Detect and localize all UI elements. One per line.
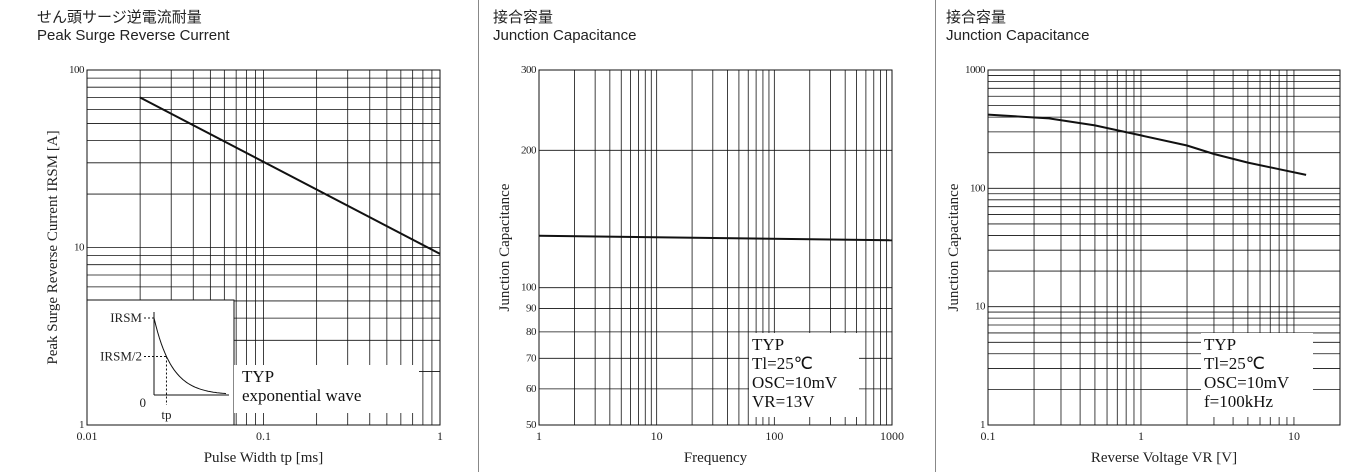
panel-divider [478,0,479,472]
inset-box [86,299,235,426]
panel-peak-surge: せん頭サージ逆電流耐量 Peak Surge Reverse Current 0… [0,0,470,472]
panel-title-jp: 接合容量 [946,9,1007,26]
y-tick-label: 80 [526,326,537,338]
panel-title-jp: せん頭サージ逆電流耐量 [37,9,202,26]
x-tick-label: 0.1 [981,429,996,443]
inset-decay-curve [153,317,227,395]
x-tick-label: 10 [651,429,663,443]
chart-peak-surge: 0.01 0.1 1 1 10 100 Pulse Width tp [ms] Peak Su… [45,64,443,466]
annotation-box [234,365,419,413]
x-axis-label: Reverse Voltage VR [V] [1091,450,1237,466]
annotation-line: exponential wave [242,386,361,405]
series-line [139,96,441,255]
y-tick-label: 1 [980,419,985,431]
x-tick-label: 1000 [880,429,904,443]
x-axis-label: Pulse Width tp [ms] [204,450,324,466]
y-tick-label: 1000 [965,64,986,76]
annotation-line: TYP [1204,335,1236,354]
panel-junction-voltage: 接合容量 Junction Capacitance 0.1 1 10 1 10 100 10… [936,0,1366,472]
x-tick-label: 0.1 [256,429,271,443]
x-tick-label: 1 [437,429,443,443]
inset-label-tp: tp [161,407,171,422]
y-axis-label: Peak Surge Reverse Current IRSM [A] [45,130,61,364]
panel-title-en: Junction Capacitance [493,27,637,44]
y-tick-label: 100 [970,182,986,194]
plot-frame [538,69,893,426]
panel-title-en: Peak Surge Reverse Current [37,27,230,44]
panel-divider [935,0,936,472]
y-tick-label: 100 [521,282,537,294]
y-axis-label: Junction Capacitance [946,183,962,311]
annotation-line: f=100kHz [1204,392,1274,411]
plot-frame [987,69,1341,426]
annotation-line: TYP [242,367,274,386]
annotation-line: Tl=25℃ [752,354,813,373]
x-tick-label: 10 [1288,429,1300,443]
series-line [538,234,893,242]
y-tick-label: 100 [69,64,85,76]
annotation-line: Tl=25℃ [1204,354,1265,373]
plot-frame [86,69,441,426]
annotation-box [1201,333,1313,417]
x-tick-label: 100 [765,429,783,443]
x-tick-label: 1 [1138,429,1144,443]
annotation-box [749,333,859,417]
y-axis-label: Junction Capacitance [497,183,513,311]
inset-label-irsm-half: IRSM/2 [100,349,142,364]
y-tick-label: 10 [74,242,85,254]
annotation-line: OSC=10mV [1204,373,1290,392]
y-tick-label: 70 [526,352,537,364]
panel-title-en: Junction Capacitance [946,27,1090,44]
y-tick-label: 1 [79,419,84,431]
y-tick-label: 10 [975,301,986,313]
chart-junction-frequency: 1 10 100 1000 50 60 70 80 90 100 200 300 Frequency Ju… [497,64,904,466]
y-tick-label: 200 [521,144,537,156]
y-tick-label: 60 [526,383,537,395]
annotation-line: OSC=10mV [752,373,838,392]
annotation-line: TYP [752,335,784,354]
panel-title-jp: 接合容量 [493,9,554,26]
x-axis-label: Frequency [684,450,748,466]
y-tick-label: 300 [521,64,537,76]
y-tick-label: 50 [526,419,537,431]
inset-label-irsm: IRSM [110,310,142,325]
panel-junction-freq: 接合容量 Junction Capacitance 1 10 100 1000 50 60… [479,0,929,472]
series-line [987,113,1307,176]
x-tick-label: 1 [536,429,542,443]
inset-label-zero: 0 [140,395,147,410]
annotation-line: VR=13V [752,392,815,411]
x-tick-label: 0.01 [77,429,98,443]
y-tick-label: 90 [526,303,537,315]
